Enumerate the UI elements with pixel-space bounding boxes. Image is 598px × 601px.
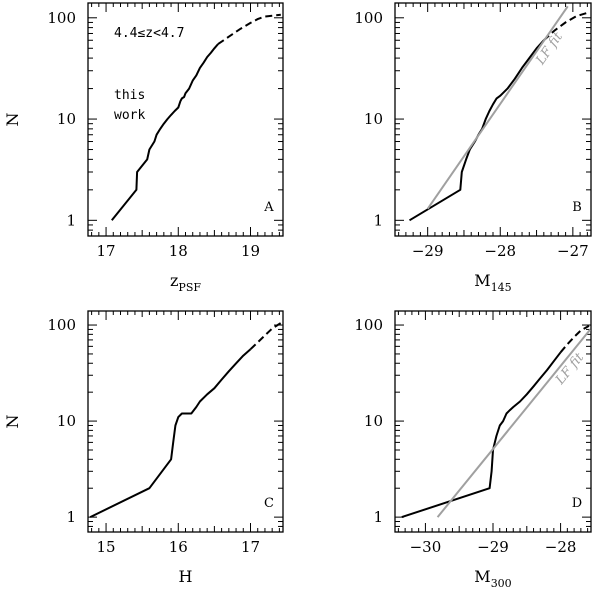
x-axis-label: zPSF bbox=[170, 271, 201, 294]
counts-curve bbox=[401, 351, 562, 519]
panel-letter: A bbox=[263, 200, 274, 215]
panel-letter: B bbox=[572, 200, 582, 215]
y-tick-label: 100 bbox=[47, 316, 76, 334]
panel-c: 15 16 17 1 10 100 H N C bbox=[3, 310, 284, 586]
y-tick-label: 100 bbox=[47, 9, 76, 27]
x-axis-label-subscript: PSF bbox=[178, 281, 201, 294]
panel-letter: C bbox=[264, 496, 274, 511]
x-tick-label: −28 bbox=[545, 538, 577, 556]
y-tick-label: 10 bbox=[364, 412, 383, 430]
x-axis-label-main: M bbox=[474, 567, 490, 586]
plot-frame bbox=[87, 310, 284, 533]
x-axis-label-main: M bbox=[474, 271, 490, 290]
counts-curve bbox=[89, 348, 252, 518]
plot-frame bbox=[394, 310, 592, 533]
y-tick-label: 10 bbox=[57, 412, 76, 430]
lf-fit-line bbox=[436, 328, 592, 518]
y-axis-label: N bbox=[3, 113, 22, 127]
x-axis-label: H bbox=[179, 567, 193, 586]
counts-curve bbox=[408, 39, 545, 222]
y-tick-label: 1 bbox=[373, 211, 383, 229]
redshift-range-label: 4.4≤z<4.7 bbox=[114, 26, 184, 41]
this-work-label-line2: work bbox=[114, 108, 145, 123]
x-tick-label: −29 bbox=[477, 538, 509, 556]
x-tick-label: 15 bbox=[97, 538, 116, 556]
x-tick-label: −30 bbox=[410, 538, 442, 556]
x-tick-label: 16 bbox=[169, 538, 188, 556]
y-tick-label: 1 bbox=[66, 508, 76, 526]
x-axis-label-main: z bbox=[170, 271, 178, 290]
counts-curve bbox=[111, 43, 219, 221]
y-tick-label: 1 bbox=[66, 211, 76, 229]
counts-curve-dashed bbox=[543, 11, 588, 42]
y-tick-label: 100 bbox=[354, 316, 383, 334]
counts-curve-dashed bbox=[249, 322, 282, 350]
x-tick-label: 17 bbox=[97, 242, 116, 260]
panel-a: 17 18 19 1 10 100 zPSF N A 4.4≤z<4.7 this work bbox=[3, 2, 284, 294]
x-axis-label-main: H bbox=[179, 567, 193, 586]
y-tick-label: 1 bbox=[373, 508, 383, 526]
x-tick-label: −28 bbox=[484, 242, 516, 260]
x-tick-label: 17 bbox=[241, 538, 260, 556]
x-axis-label-subscript: 145 bbox=[491, 281, 512, 294]
x-axis-label: M300 bbox=[474, 567, 511, 590]
panel-letter: D bbox=[572, 496, 582, 511]
x-tick-label: 19 bbox=[241, 242, 260, 260]
counts-curve-dashed bbox=[217, 13, 281, 45]
y-tick-label: 10 bbox=[364, 110, 383, 128]
counts-curve-dashed bbox=[559, 325, 590, 353]
lf-fit-line bbox=[426, 5, 569, 210]
y-axis-label: N bbox=[3, 415, 22, 429]
y-tick-label: 10 bbox=[57, 110, 76, 128]
x-axis-label-subscript: 300 bbox=[491, 577, 512, 590]
x-tick-label: −29 bbox=[412, 242, 444, 260]
x-tick-label: −27 bbox=[557, 242, 589, 260]
this-work-label-line1: this bbox=[114, 88, 145, 103]
x-axis-label: M145 bbox=[474, 271, 511, 294]
y-tick-label: 100 bbox=[354, 9, 383, 27]
x-tick-label: 18 bbox=[169, 242, 188, 260]
